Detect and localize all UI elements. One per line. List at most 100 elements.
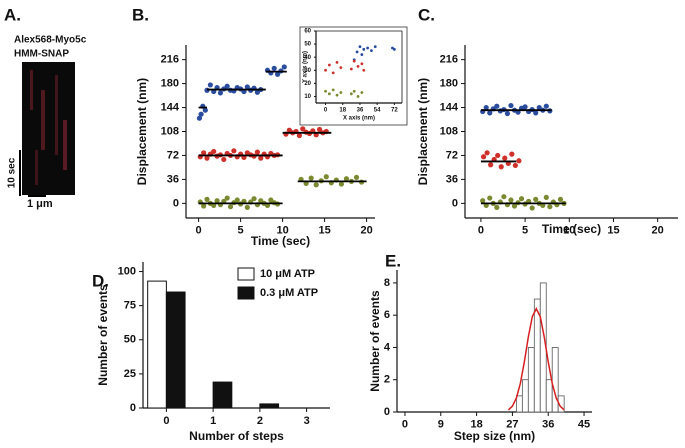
y-tick-label: 144	[440, 101, 459, 113]
point	[356, 95, 360, 98]
x-tick-label: 2	[257, 415, 263, 427]
point	[274, 71, 281, 77]
x-tick-label: 0	[402, 419, 408, 431]
point	[204, 155, 210, 161]
point	[487, 110, 493, 116]
y-tick-label: 10	[304, 94, 311, 100]
point	[512, 162, 518, 169]
y-tick-label: 144	[161, 101, 180, 113]
point	[557, 196, 564, 202]
x-tick-label: 9	[438, 419, 444, 431]
bar	[259, 403, 280, 409]
point	[356, 64, 360, 68]
y-tick-label: 36	[446, 173, 458, 185]
x-tick-label: 20	[652, 225, 664, 237]
point	[508, 102, 514, 109]
x-tick-label: 36	[542, 419, 554, 431]
y-axis-label: Number of events	[368, 290, 382, 392]
panel-label: C.	[418, 5, 435, 24]
point	[258, 155, 264, 161]
y-axis-label: Displacement (nm)	[416, 78, 430, 185]
point	[244, 204, 250, 210]
y-tick-label: 216	[440, 54, 458, 66]
point	[480, 198, 486, 204]
point	[281, 64, 287, 70]
y-tick-label: 25	[124, 368, 136, 380]
x-tick-label: 0	[324, 107, 328, 113]
point	[343, 176, 350, 182]
x-tick-label: 15	[607, 225, 619, 237]
fit-curve	[507, 307, 565, 411]
point	[529, 205, 535, 211]
point	[373, 45, 377, 49]
legend-swatch	[237, 267, 255, 281]
point	[358, 45, 362, 49]
x-tick-label: 72	[391, 107, 398, 113]
point	[484, 150, 490, 156]
point	[536, 104, 542, 111]
histogram-bar	[545, 379, 553, 413]
point	[204, 196, 210, 202]
histogram-bar	[527, 347, 535, 413]
point	[327, 92, 331, 96]
point	[308, 175, 314, 181]
point	[494, 103, 500, 109]
point	[352, 89, 356, 93]
point	[335, 61, 339, 64]
x-tick-label: 18	[339, 107, 346, 113]
inset-frame	[299, 26, 408, 126]
y-tick-label: 72	[446, 149, 458, 161]
point	[504, 110, 511, 117]
y-tick-label: 108	[161, 125, 179, 137]
y-tick-label: 50	[304, 42, 311, 48]
point	[271, 65, 277, 71]
point	[494, 204, 500, 210]
point	[296, 132, 302, 139]
y-tick-label: 0	[130, 402, 136, 414]
x-tick-label: 1	[210, 415, 216, 427]
y-axis-label: Number of events	[96, 284, 110, 386]
histogram-bar	[551, 347, 559, 413]
point	[300, 126, 306, 132]
point	[221, 156, 227, 163]
point	[211, 148, 217, 155]
point	[360, 91, 364, 94]
y-tick-label: 180	[161, 77, 179, 89]
x-axis-label: Time (sec)	[251, 234, 310, 248]
point	[362, 47, 366, 51]
x-tick-label: 20	[360, 225, 372, 237]
point	[498, 164, 504, 170]
x-tick-label: 18	[470, 419, 482, 431]
legend-label: 0.3 μM ATP	[260, 287, 318, 299]
y-tick-label: 50	[124, 334, 136, 346]
x-axis-label: Step size (nm)	[454, 429, 535, 443]
bar	[212, 381, 233, 409]
panel-label: A.	[4, 5, 21, 24]
x-tick-label: 5	[522, 225, 528, 237]
point	[324, 68, 327, 72]
point	[508, 197, 514, 203]
x-tick-label: 10	[563, 225, 575, 237]
y-tick-label: 0	[452, 197, 458, 209]
y-tick-label: 0	[384, 406, 390, 418]
point	[327, 63, 331, 67]
point	[349, 67, 353, 71]
point	[214, 198, 220, 204]
point	[355, 50, 359, 54]
point	[316, 126, 323, 133]
point	[352, 59, 356, 63]
point	[488, 162, 494, 168]
point	[207, 82, 213, 88]
point	[349, 92, 353, 96]
point	[338, 181, 344, 187]
time-scale-label: 10 sec	[7, 157, 18, 188]
y-tick-label: 8	[384, 277, 390, 289]
y-tick-label: 60	[304, 29, 311, 35]
histogram-bar	[515, 395, 523, 413]
point	[331, 88, 335, 92]
point	[224, 195, 230, 201]
histogram-bar	[557, 395, 565, 413]
point	[217, 90, 224, 96]
x-tick-label: 36	[357, 107, 364, 113]
